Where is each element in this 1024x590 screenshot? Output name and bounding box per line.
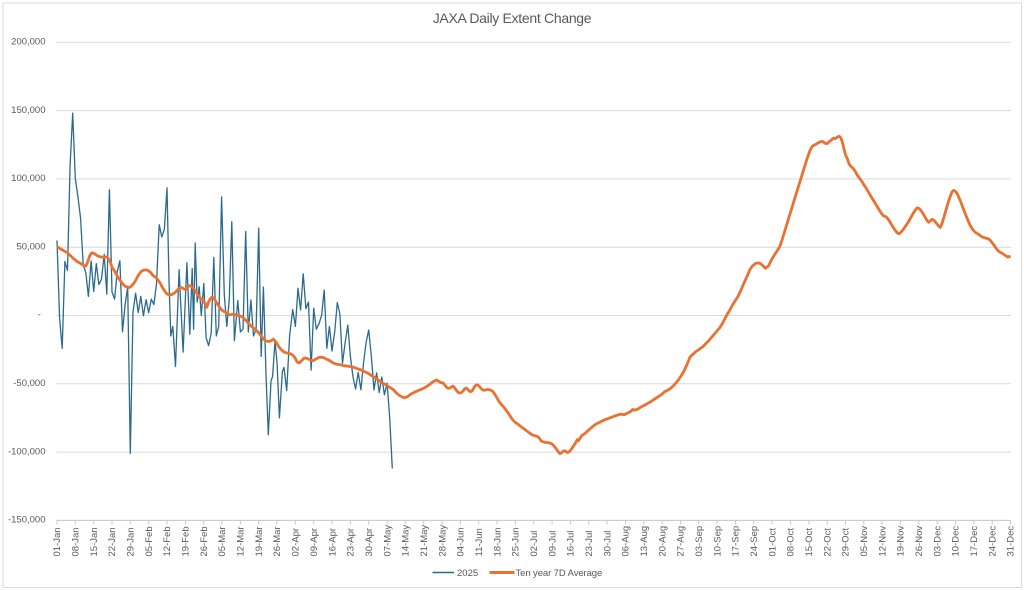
svg-text:03-Sep: 03-Sep — [694, 526, 705, 557]
svg-text:11-Jun: 11-Jun — [474, 528, 485, 556]
svg-text:13-Aug: 13-Aug — [639, 526, 650, 557]
svg-text:-: - — [38, 310, 41, 321]
svg-text:15-Oct: 15-Oct — [804, 528, 815, 557]
svg-text:-50,000: -50,000 — [13, 378, 45, 389]
svg-text:12-Feb: 12-Feb — [162, 526, 173, 556]
svg-text:07-May: 07-May — [382, 525, 393, 557]
svg-text:JAXA Daily Extent Change: JAXA Daily Extent Change — [433, 10, 592, 26]
svg-text:17-Dec: 17-Dec — [969, 526, 980, 557]
svg-text:04-Jun: 04-Jun — [456, 527, 467, 556]
svg-text:08-Oct: 08-Oct — [786, 528, 797, 557]
svg-text:25-Jun: 25-Jun — [511, 527, 522, 556]
svg-text:Ten year 7D Average: Ten year 7D Average — [516, 568, 603, 579]
svg-text:17-Sep: 17-Sep — [731, 526, 742, 557]
svg-text:05-Mar: 05-Mar — [217, 526, 228, 556]
svg-text:-100,000: -100,000 — [8, 446, 46, 457]
svg-text:16-Jul: 16-Jul — [566, 531, 577, 557]
svg-text:23-Jul: 23-Jul — [584, 531, 595, 557]
svg-text:18-Jun: 18-Jun — [492, 527, 503, 556]
svg-text:12-Nov: 12-Nov — [877, 526, 888, 557]
svg-text:150,000: 150,000 — [11, 105, 45, 116]
svg-text:24-Dec: 24-Dec — [987, 526, 998, 557]
svg-text:01-Oct: 01-Oct — [767, 528, 778, 557]
svg-text:05-Nov: 05-Nov — [859, 526, 870, 557]
svg-text:26-Feb: 26-Feb — [199, 526, 210, 556]
svg-text:31-Dec: 31-Dec — [1006, 526, 1017, 557]
svg-text:08-Jan: 08-Jan — [71, 527, 82, 556]
svg-text:28-May: 28-May — [437, 525, 448, 557]
svg-text:200,000: 200,000 — [11, 37, 45, 48]
svg-text:22-Oct: 22-Oct — [822, 528, 833, 557]
svg-text:26-Mar: 26-Mar — [272, 526, 283, 556]
svg-text:19-Nov: 19-Nov — [896, 526, 907, 557]
svg-text:20-Aug: 20-Aug — [657, 526, 668, 557]
svg-text:29-Oct: 29-Oct — [841, 528, 852, 557]
svg-text:12-Mar: 12-Mar — [236, 526, 247, 556]
svg-text:100,000: 100,000 — [11, 173, 45, 184]
svg-text:09-Apr: 09-Apr — [309, 528, 320, 557]
svg-text:05-Feb: 05-Feb — [144, 526, 155, 556]
svg-text:01-Jan: 01-Jan — [52, 527, 63, 556]
svg-text:10-Dec: 10-Dec — [951, 526, 962, 557]
svg-text:19-Mar: 19-Mar — [254, 526, 265, 556]
svg-text:30-Apr: 30-Apr — [364, 528, 375, 557]
svg-text:06-Aug: 06-Aug — [621, 526, 632, 557]
svg-text:16-Apr: 16-Apr — [327, 528, 338, 557]
svg-text:29-Jan: 29-Jan — [126, 527, 137, 556]
svg-text:14-May: 14-May — [401, 525, 412, 557]
svg-text:02-Apr: 02-Apr — [291, 528, 302, 557]
svg-text:-150,000: -150,000 — [8, 515, 46, 526]
svg-text:23-Apr: 23-Apr — [346, 528, 357, 557]
svg-text:03-Dec: 03-Dec — [932, 526, 943, 557]
svg-text:02-Jul: 02-Jul — [529, 531, 540, 557]
svg-text:26-Nov: 26-Nov — [914, 526, 925, 557]
svg-text:21-May: 21-May — [419, 525, 430, 557]
svg-text:50,000: 50,000 — [16, 241, 45, 252]
svg-text:15-Jan: 15-Jan — [89, 527, 100, 556]
svg-text:19-Feb: 19-Feb — [181, 526, 192, 556]
svg-text:24-Sep: 24-Sep — [749, 526, 760, 557]
svg-text:2025: 2025 — [457, 568, 478, 579]
svg-text:10-Sep: 10-Sep — [712, 526, 723, 557]
svg-text:09-Jul: 09-Jul — [547, 531, 558, 557]
svg-text:30-Jul: 30-Jul — [602, 531, 613, 557]
svg-text:22-Jan: 22-Jan — [107, 527, 118, 556]
svg-text:27-Aug: 27-Aug — [676, 526, 687, 557]
